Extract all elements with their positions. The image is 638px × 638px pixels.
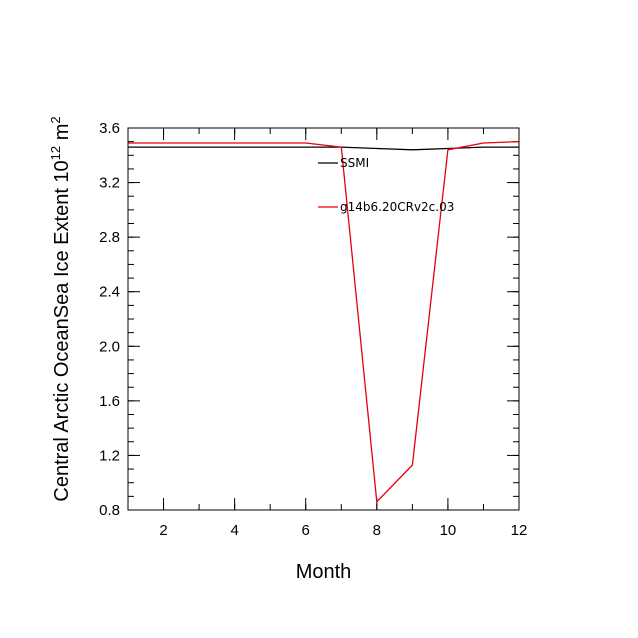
legend-label: g14b6.20CRv2c.03 xyxy=(340,200,454,214)
y-axis-title-unit: m xyxy=(51,124,73,141)
y-tick-label: 2.0 xyxy=(99,338,120,355)
x-tick-label: 12 xyxy=(511,522,528,539)
y-axis-title-unit-exp: 2 xyxy=(48,116,63,123)
y-tick-label: 2.4 xyxy=(99,284,120,301)
y-tick-label: 1.2 xyxy=(99,447,120,464)
y-tick-label: 1.6 xyxy=(99,393,120,410)
x-tick-label: 2 xyxy=(159,522,167,539)
y-tick-label: 0.8 xyxy=(99,502,120,519)
y-axis-title-exp: 12 xyxy=(48,146,63,160)
series-lines xyxy=(128,140,520,503)
y-tick-label: 3.6 xyxy=(99,120,120,137)
x-tick-label: 6 xyxy=(302,522,310,539)
x-tick-label: 10 xyxy=(440,522,457,539)
legend: SSMI g14b6.20CRv2c.03 xyxy=(318,156,454,214)
y-axis-title: Central Arctic OceanSea Ice Extent 1012 … xyxy=(48,116,73,501)
y-tick-label: 2.8 xyxy=(99,229,120,246)
y-tick-labels: 0.8 1.2 1.6 2.0 2.4 2.8 3.2 3.6 xyxy=(99,120,120,519)
x-tick-labels: 2 4 6 8 10 12 xyxy=(159,522,527,539)
legend-label: SSMI xyxy=(340,156,369,170)
plot-frame xyxy=(127,127,520,511)
series-line-2 xyxy=(128,140,520,503)
y-tick-label: 3.2 xyxy=(99,175,120,192)
y-axis-title-main: Central Arctic OceanSea Ice Extent 10 xyxy=(51,160,73,501)
x-tick-label: 4 xyxy=(230,522,238,539)
x-tick-label: 8 xyxy=(373,522,381,539)
x-axis-title: Month xyxy=(296,561,352,583)
